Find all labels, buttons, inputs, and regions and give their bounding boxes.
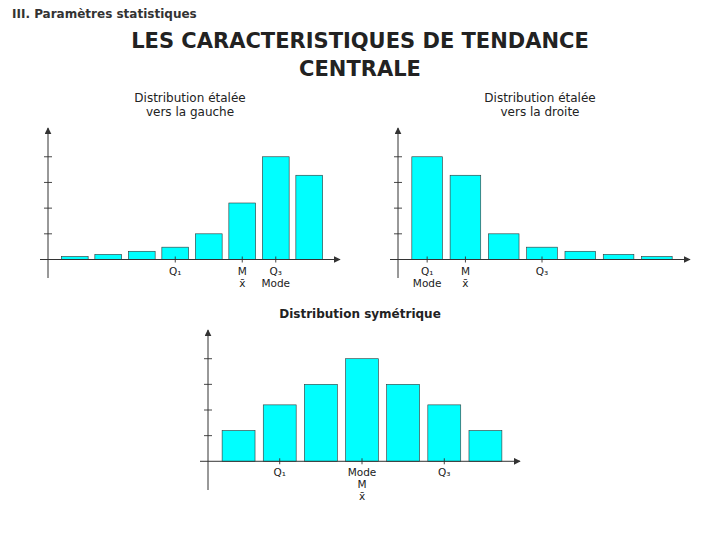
y-tick bbox=[204, 435, 212, 436]
bar bbox=[387, 384, 420, 461]
x-tick-label-line: Q₃ bbox=[270, 265, 282, 277]
chart-title: Distribution étalée bbox=[484, 91, 595, 105]
x-tick-label: Mx̄ bbox=[238, 265, 247, 289]
x-tick-label: Mx̄ bbox=[461, 265, 470, 289]
x-tick-label-line: M bbox=[357, 478, 366, 490]
y-tick bbox=[394, 182, 402, 183]
bar bbox=[469, 431, 502, 462]
bar bbox=[412, 157, 443, 260]
x-tick-label: Q₁Mode bbox=[413, 265, 442, 289]
y-tick bbox=[394, 156, 402, 157]
x-tick-label-line: Mode bbox=[413, 277, 442, 289]
x-tick-label-line: Q₁ bbox=[169, 265, 181, 277]
subtitle: III. Paramètres statistiques bbox=[12, 7, 197, 21]
x-tick bbox=[175, 257, 176, 263]
chart-title: vers la gauche bbox=[146, 105, 234, 119]
x-axis bbox=[40, 259, 340, 260]
bar bbox=[128, 251, 155, 259]
figure: III. Paramètres statistiques LES CARACTER… bbox=[0, 0, 720, 540]
bars bbox=[222, 359, 502, 462]
x-tick bbox=[275, 257, 276, 263]
bar bbox=[450, 175, 481, 259]
y-tick bbox=[394, 208, 402, 209]
x-tick-label-line: Q₃ bbox=[536, 265, 548, 277]
chart: Distribution étaléevers la droiteQ₁ModeM… bbox=[390, 91, 690, 289]
x-tick bbox=[444, 458, 445, 464]
chart-title: Distribution étalée bbox=[134, 91, 245, 105]
x-tick-label-line: M bbox=[238, 265, 247, 277]
x-tick bbox=[427, 257, 428, 263]
chart: Distribution étaléevers la gauche Q₁ Mx̄ Q₃… bbox=[40, 91, 340, 289]
bar bbox=[428, 405, 461, 461]
title: LES CARACTERISTIQUES DE TENDANCE bbox=[131, 29, 589, 53]
bar bbox=[603, 254, 634, 259]
x-tick-label-line: x̄ bbox=[359, 490, 365, 502]
bars bbox=[61, 157, 322, 260]
x-tick-label-line: Q₁ bbox=[273, 466, 285, 478]
y-tick bbox=[44, 233, 52, 234]
bar bbox=[346, 359, 379, 462]
x-tick-label: Q₃ bbox=[536, 265, 548, 277]
y-tick bbox=[204, 384, 212, 385]
x-tick-label-line: M bbox=[461, 265, 470, 277]
x-axis bbox=[200, 461, 520, 462]
bars bbox=[412, 157, 672, 260]
x-tick bbox=[279, 458, 280, 464]
x-tick bbox=[465, 257, 466, 263]
x-tick-label-line: Q₃ bbox=[438, 466, 450, 478]
x-tick bbox=[242, 257, 243, 263]
x-tick-label: ModeMx̄ bbox=[348, 466, 377, 502]
title: CENTRALE bbox=[299, 57, 421, 81]
x-tick bbox=[542, 257, 543, 263]
bar bbox=[262, 157, 289, 260]
bar bbox=[229, 203, 256, 260]
bar bbox=[95, 254, 122, 259]
y-axis bbox=[398, 128, 399, 278]
x-tick-label: Q₁ bbox=[273, 466, 285, 478]
bar bbox=[195, 234, 222, 260]
y-tick bbox=[44, 156, 52, 157]
y-tick bbox=[204, 410, 212, 411]
bar bbox=[296, 175, 323, 259]
bar bbox=[488, 234, 519, 260]
chart: Distribution symétrique Q₁ ModeMx̄ Q₃ bbox=[200, 307, 520, 502]
bar bbox=[565, 251, 596, 259]
x-tick-label-line: x̄ bbox=[239, 277, 245, 289]
x-tick-label-line: x̄ bbox=[462, 277, 468, 289]
bar bbox=[222, 431, 255, 462]
x-tick-label: Q₁ bbox=[169, 265, 181, 277]
x-tick-label: Q₃ bbox=[438, 466, 450, 478]
y-axis bbox=[48, 128, 49, 278]
x-tick-label-line: Mode bbox=[261, 277, 290, 289]
chart-title: vers la droite bbox=[500, 105, 579, 119]
y-tick bbox=[204, 358, 212, 359]
bar bbox=[304, 384, 337, 461]
x-tick-label-line: Mode bbox=[348, 466, 377, 478]
y-tick bbox=[44, 208, 52, 209]
chart-title: Distribution symétrique bbox=[279, 307, 441, 321]
y-tick bbox=[394, 233, 402, 234]
bar bbox=[263, 405, 296, 461]
x-axis bbox=[390, 259, 690, 260]
y-tick bbox=[44, 182, 52, 183]
x-tick-label: Q₃Mode bbox=[261, 265, 290, 289]
x-tick-label-line: Q₁ bbox=[421, 265, 433, 277]
x-tick bbox=[362, 458, 363, 464]
